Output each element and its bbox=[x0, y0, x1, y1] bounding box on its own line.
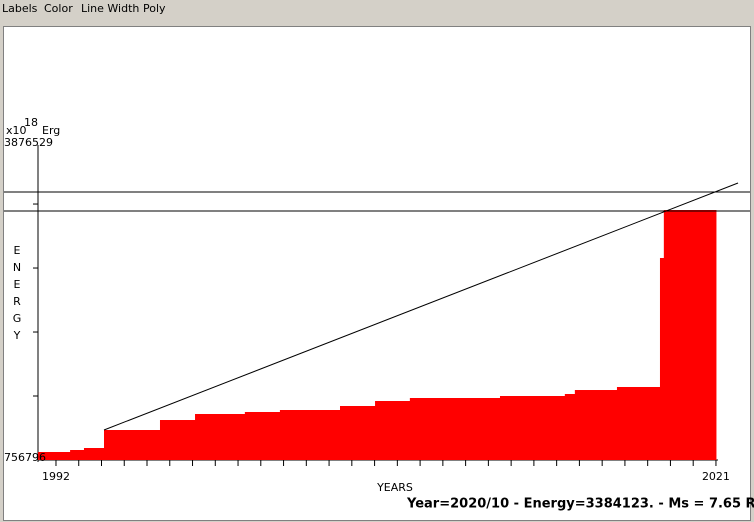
y-axis-label: ENERGY bbox=[11, 244, 24, 346]
y-tick-label: 756796 bbox=[4, 451, 46, 464]
step-bar bbox=[279, 409, 341, 460]
step-bar bbox=[616, 386, 661, 460]
step-bar bbox=[564, 393, 576, 460]
step-bar bbox=[38, 452, 71, 460]
step-bar bbox=[409, 398, 501, 460]
trend-line bbox=[103, 182, 739, 431]
unit-prefix: x10 bbox=[6, 124, 27, 137]
menu-item[interactable]: Color bbox=[44, 2, 73, 15]
step-bar bbox=[195, 413, 246, 460]
menu-item[interactable]: Poly bbox=[143, 2, 166, 15]
x-axis-label: YEARS bbox=[376, 481, 413, 494]
step-bar bbox=[339, 406, 376, 460]
x-tick-label: 1992 bbox=[42, 470, 70, 483]
x-tick-label: 2021 bbox=[702, 470, 730, 483]
y-tick-label: 3876529 bbox=[4, 136, 53, 149]
menu-item[interactable]: Line Width bbox=[81, 2, 139, 15]
unit-exponent: 18 bbox=[24, 116, 38, 129]
status-text: Year=2020/10 - Energy=3384123. - Ms = 7.… bbox=[406, 497, 754, 512]
step-bar bbox=[659, 257, 665, 460]
menu-bar bbox=[0, 0, 754, 15]
step-bar bbox=[375, 401, 411, 460]
step-bar bbox=[159, 420, 196, 460]
step-bar bbox=[103, 430, 161, 460]
step-bar bbox=[244, 411, 281, 460]
step-bar bbox=[83, 448, 105, 460]
step-bar bbox=[499, 396, 566, 460]
unit: Erg bbox=[42, 124, 60, 137]
step-bar bbox=[70, 450, 85, 460]
menu-item[interactable]: Labels bbox=[2, 2, 38, 15]
step-bar bbox=[663, 210, 717, 460]
step-bar bbox=[574, 390, 618, 460]
